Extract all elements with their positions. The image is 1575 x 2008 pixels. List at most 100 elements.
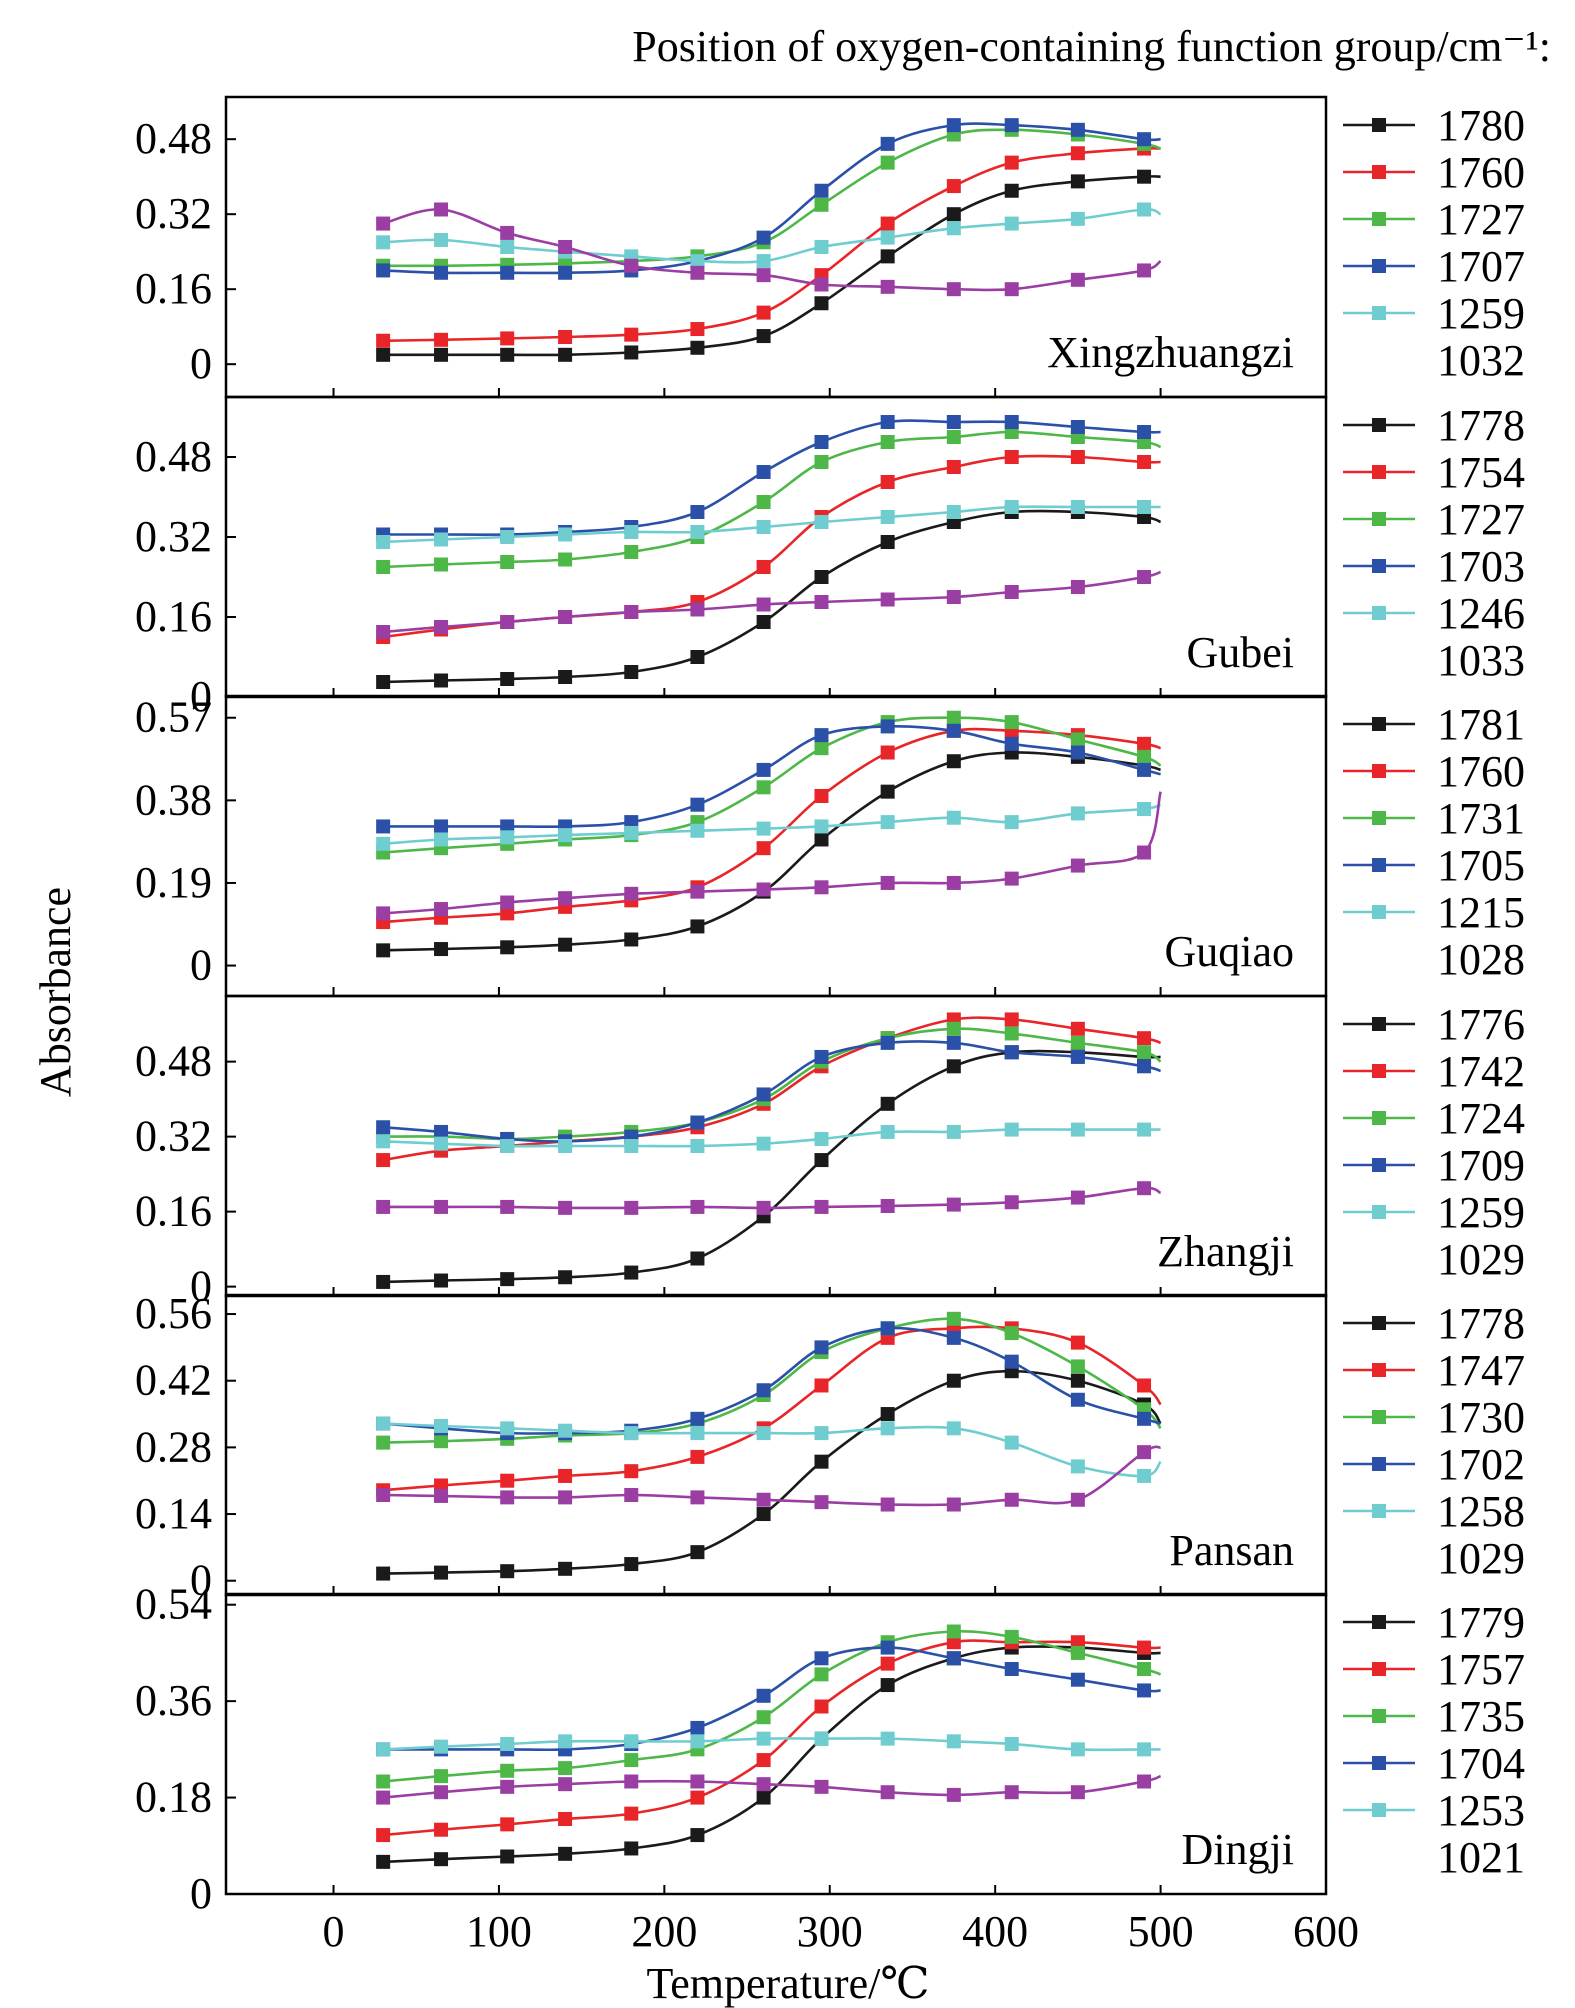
data-marker — [1137, 1122, 1152, 1137]
data-marker — [1137, 1662, 1152, 1676]
data-marker — [1137, 132, 1152, 147]
series-line-1704 — [383, 1646, 1161, 1752]
data-marker — [1004, 1435, 1019, 1450]
data-marker — [376, 216, 391, 231]
data-marker — [946, 590, 961, 604]
data-marker — [1070, 211, 1085, 226]
data-marker — [946, 754, 961, 769]
y-tick-label: 0.32 — [135, 1112, 212, 1161]
data-marker — [756, 1710, 771, 1725]
data-marker — [558, 1561, 573, 1576]
legend-label: 1779 — [1437, 1598, 1525, 1647]
y-tick-label: 0.38 — [135, 775, 212, 824]
data-marker — [434, 265, 449, 280]
data-marker — [1070, 174, 1085, 189]
data-marker — [624, 932, 639, 947]
data-marker — [500, 819, 515, 834]
data-marker — [946, 1197, 961, 1212]
legend-marker — [1372, 1158, 1386, 1172]
data-marker — [1070, 146, 1085, 161]
x-tick-label: 400 — [962, 1907, 1028, 1956]
data-marker — [814, 1426, 829, 1441]
y-tick-label: 0 — [190, 1556, 212, 1605]
legend-label: 1707 — [1437, 242, 1525, 291]
data-marker — [756, 882, 771, 897]
data-marker — [434, 1822, 449, 1837]
data-marker — [500, 331, 515, 346]
panel-frame — [224, 1293, 1328, 1597]
data-marker — [1137, 500, 1152, 514]
data-marker — [814, 1667, 829, 1682]
data-marker — [756, 1426, 771, 1441]
data-marker — [624, 1806, 639, 1821]
data-marker — [946, 1035, 961, 1050]
data-marker — [434, 1565, 449, 1580]
data-marker — [1004, 585, 1019, 599]
data-marker — [500, 895, 515, 910]
data-marker — [376, 535, 391, 549]
data-marker — [1070, 450, 1085, 464]
data-marker — [690, 650, 705, 664]
data-marker — [814, 789, 829, 803]
data-marker — [946, 1330, 961, 1345]
data-marker — [624, 1753, 639, 1768]
series-line-1028 — [383, 791, 1162, 915]
data-marker — [1137, 762, 1152, 777]
data-marker — [434, 620, 449, 634]
data-marker — [1070, 745, 1085, 760]
data-marker — [1070, 732, 1085, 747]
data-marker — [500, 1763, 515, 1778]
legend-marker — [1372, 1205, 1386, 1219]
y-tick-label: 0.16 — [135, 1187, 212, 1236]
data-marker — [756, 465, 771, 479]
series-line-1730 — [383, 1317, 1162, 1444]
data-marker — [946, 1497, 961, 1512]
data-marker — [434, 1434, 449, 1449]
legend-label: 1742 — [1437, 1047, 1525, 1096]
data-marker — [558, 828, 573, 843]
data-marker — [1004, 183, 1019, 198]
data-marker — [880, 249, 895, 264]
data-marker — [500, 1737, 515, 1751]
data-marker — [1137, 202, 1152, 217]
data-marker — [690, 1734, 705, 1749]
legend-marker — [1372, 1709, 1386, 1723]
data-marker — [558, 240, 573, 254]
legend-label: 1754 — [1437, 448, 1525, 497]
legend-marker — [1372, 165, 1386, 179]
data-marker — [500, 530, 515, 544]
data-marker — [814, 240, 829, 254]
data-marker — [814, 1378, 829, 1393]
series-line-1779 — [383, 1645, 1161, 1864]
y-tick-label: 0.56 — [135, 1289, 212, 1338]
data-marker — [376, 347, 391, 362]
legend-label: 1730 — [1437, 1393, 1525, 1442]
data-marker — [434, 1199, 449, 1214]
data-marker — [434, 1488, 449, 1503]
data-marker — [558, 552, 573, 567]
data-marker — [880, 155, 895, 170]
data-marker — [946, 282, 961, 297]
data-marker — [434, 332, 449, 347]
legend-marker — [1372, 212, 1386, 226]
data-marker — [376, 1774, 391, 1789]
data-marker — [1004, 1026, 1019, 1041]
data-marker — [814, 455, 829, 469]
data-marker — [756, 1200, 771, 1215]
x-tick-label: 100 — [466, 1907, 532, 1956]
data-marker — [880, 1497, 895, 1512]
data-marker — [1137, 1774, 1152, 1789]
data-marker — [1137, 736, 1152, 751]
data-marker — [756, 762, 771, 777]
data-marker — [880, 230, 895, 245]
data-marker — [756, 597, 771, 612]
legend-marker — [1372, 1662, 1386, 1676]
data-marker — [558, 670, 573, 684]
legend-marker — [1372, 811, 1386, 825]
legend-marker — [1372, 717, 1386, 731]
data-marker — [500, 555, 515, 569]
data-marker — [1004, 1737, 1019, 1751]
data-marker — [1004, 500, 1019, 514]
legend-marker — [1372, 1316, 1386, 1330]
